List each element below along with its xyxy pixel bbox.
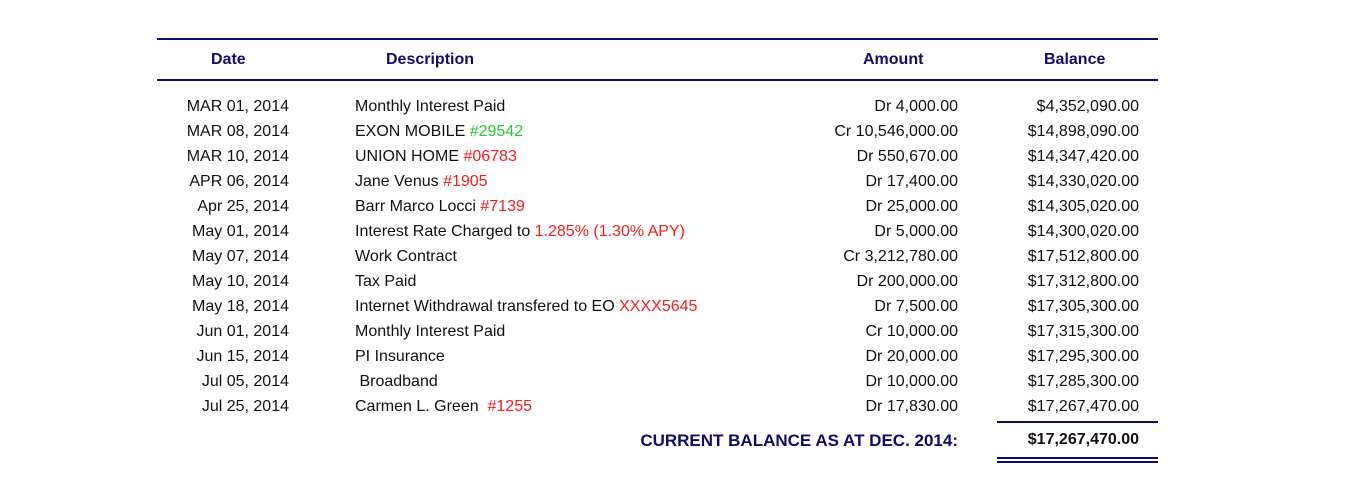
row-amount: Dr 7,500.00 [874, 298, 958, 315]
row-amount: Dr 25,000.00 [865, 198, 958, 215]
row-balance: $14,300,020.00 [1027, 223, 1139, 240]
double-rule-bottom [997, 461, 1158, 463]
row-date: APR 06, 2014 [189, 173, 289, 190]
table-row: May 07, 2014 Work Contract Cr 3,212,780.00… [0, 248, 1349, 273]
description-text: PI Insurance [355, 348, 445, 365]
description-text: Tax Paid [355, 273, 417, 290]
row-amount: Dr 5,000.00 [874, 223, 958, 240]
description-text: Barr Marco Locci [355, 198, 481, 215]
row-balance: $17,295,300.00 [1027, 348, 1139, 365]
table-row: MAR 10, 2014 UNION HOME #06783 Dr 550,670.… [0, 148, 1349, 173]
description-text: Broadband [355, 373, 438, 390]
table-row: May 18, 2014 Internet Withdrawal transfer… [0, 298, 1349, 323]
row-description: UNION HOME #06783 [355, 148, 517, 166]
row-amount: Cr 10,000.00 [865, 323, 958, 340]
table-row: MAR 08, 2014 EXON MOBILE #29542 Cr 10,546,… [0, 123, 1349, 148]
row-date: MAR 01, 2014 [186, 98, 289, 115]
row-date: MAR 08, 2014 [186, 123, 289, 140]
table-row: APR 06, 2014 Jane Venus #1905 Dr 17,400.00… [0, 173, 1349, 198]
row-balance: $17,312,800.00 [1027, 273, 1139, 290]
row-description: Tax Paid [355, 273, 416, 291]
row-balance: $14,305,020.00 [1027, 198, 1139, 215]
row-amount: Dr 17,830.00 [865, 398, 958, 415]
table-row: Jun 15, 2014 PI Insurance Dr 20,000.00 $17,… [0, 348, 1349, 373]
row-amount: Dr 17,400.00 [865, 173, 958, 190]
reference-tag: XXXX5645 [619, 298, 698, 315]
row-amount: Cr 3,212,780.00 [843, 248, 958, 265]
row-amount: Dr 10,000.00 [865, 373, 958, 390]
row-date: Jun 15, 2014 [196, 348, 289, 365]
row-balance: $17,315,300.00 [1027, 323, 1139, 340]
row-description: Monthly Interest Paid [355, 98, 505, 116]
reference-tag: #1905 [443, 173, 488, 190]
description-text: Monthly Interest Paid [355, 98, 506, 115]
reference-tag: #29542 [469, 123, 524, 140]
row-date: Apr 25, 2014 [197, 198, 289, 215]
table-row: May 01, 2014 Interest Rate Charged to 1.2… [0, 223, 1349, 248]
row-description: Carmen L. Green #1255 [355, 398, 532, 416]
row-balance: $17,285,300.00 [1027, 373, 1139, 390]
description-text: Internet Withdrawal transfered to EO [355, 298, 620, 315]
balance-subtotal-rule [997, 421, 1158, 423]
reference-tag: #1255 [487, 398, 533, 415]
row-description: Broadband [355, 373, 438, 391]
reference-tag: #7139 [480, 198, 525, 215]
top-rule [157, 38, 1158, 40]
row-balance: $17,305,300.00 [1027, 298, 1139, 315]
table-row: Jun 01, 2014 Monthly Interest Paid Cr 10,0… [0, 323, 1349, 348]
row-description: Internet Withdrawal transfered to EO XXX… [355, 298, 697, 316]
description-text: Carmen L. Green [355, 398, 488, 415]
description-text: UNION HOME [355, 148, 464, 165]
row-description: Jane Venus #1905 [355, 173, 488, 191]
description-text: Interest Rate Charged to [355, 223, 535, 240]
row-description: EXON MOBILE #29542 [355, 123, 523, 141]
row-date: May 10, 2014 [192, 273, 289, 290]
header-rule [157, 79, 1158, 81]
description-text: Work Contract [355, 248, 457, 265]
row-amount: Dr 550,670.00 [856, 148, 958, 165]
row-description: PI Insurance [355, 348, 445, 366]
row-balance: $17,512,800.00 [1027, 248, 1139, 265]
description-text: Monthly Interest Paid [355, 323, 506, 340]
header-date: Date [211, 51, 246, 68]
row-amount: Dr 200,000.00 [856, 273, 958, 290]
row-amount: Dr 20,000.00 [865, 348, 958, 365]
row-date: May 01, 2014 [192, 223, 289, 240]
description-text: EXON MOBILE [355, 123, 470, 140]
row-balance: $14,898,090.00 [1027, 123, 1139, 140]
table-row: May 10, 2014 Tax Paid Dr 200,000.00 $17,312… [0, 273, 1349, 298]
reference-tag: #06783 [463, 148, 517, 165]
row-date: May 07, 2014 [192, 248, 289, 265]
table-row: Jul 05, 2014 Broadband Dr 10,000.00 $17,28… [0, 373, 1349, 398]
row-balance: $4,352,090.00 [1036, 98, 1139, 115]
row-balance: $14,347,420.00 [1027, 148, 1139, 165]
row-date: Jul 05, 2014 [201, 373, 289, 390]
row-date: MAR 10, 2014 [186, 148, 289, 165]
double-rule-top [997, 457, 1158, 459]
description-text: Jane Venus [355, 173, 444, 190]
row-description: Barr Marco Locci #7139 [355, 198, 525, 216]
header-balance: Balance [1044, 51, 1106, 68]
row-date: May 18, 2014 [192, 298, 289, 315]
current-balance-value: $17,267,470.00 [1027, 431, 1139, 448]
row-amount: Cr 10,546,000.00 [834, 123, 958, 140]
row-balance: $17,267,470.00 [1027, 398, 1139, 415]
table-row: Jul 25, 2014 Carmen L. Green #1255 Dr 17,8… [0, 398, 1349, 423]
row-balance: $14,330,020.00 [1027, 173, 1139, 190]
current-balance-label: CURRENT BALANCE AS AT DEC. 2014: [640, 431, 958, 450]
row-description: Monthly Interest Paid [355, 323, 505, 341]
row-description: Interest Rate Charged to 1.285% (1.30% A… [355, 223, 685, 241]
table-row: MAR 01, 2014 Monthly Interest Paid Dr 4,00… [0, 98, 1349, 123]
header-amount: Amount [863, 51, 924, 68]
row-date: Jun 01, 2014 [196, 323, 289, 340]
table-row: Apr 25, 2014 Barr Marco Locci #7139 Dr 25,… [0, 198, 1349, 223]
header-description: Description [386, 51, 475, 68]
row-amount: Dr 4,000.00 [874, 98, 958, 115]
row-description: Work Contract [355, 248, 457, 266]
reference-tag: 1.285% (1.30% APY) [534, 223, 685, 240]
row-date: Jul 25, 2014 [201, 398, 289, 415]
